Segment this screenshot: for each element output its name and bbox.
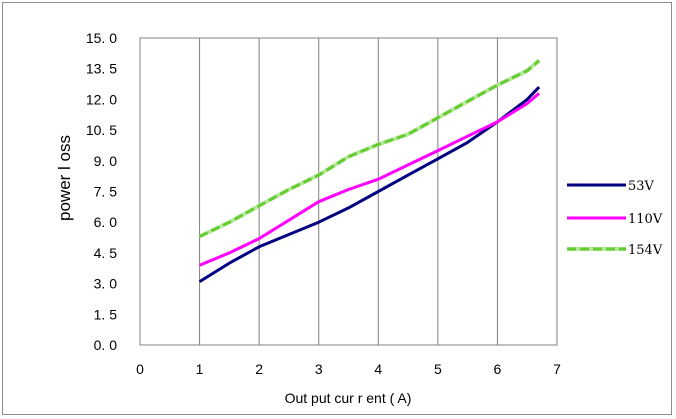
x-tick-label: 7	[553, 361, 561, 377]
x-tick-label: 2	[255, 361, 263, 377]
plot-area	[139, 37, 558, 346]
series-line-110V	[199, 92, 541, 267]
x-tick-label: 4	[374, 361, 382, 377]
plot-background	[139, 37, 558, 346]
x-tick-label: 5	[434, 361, 442, 377]
x-axis-tick-labels: 0 1 2 3 4 5 6 7	[136, 361, 561, 377]
y-tick-label: 9. 0	[94, 153, 118, 169]
series-line-154V	[198, 59, 541, 238]
x-tick-label: 3	[315, 361, 323, 377]
x-tick-label: 1	[196, 361, 204, 377]
y-tick-label: 1. 5	[94, 306, 118, 322]
legend-label-53V: 53V	[628, 179, 655, 194]
legend-label-154V: 154V	[628, 243, 663, 258]
y-tick-label: 4. 5	[94, 245, 118, 261]
x-tick-label: 0	[136, 361, 144, 377]
y-tick-label: 7. 5	[94, 184, 118, 200]
y-tick-label: 15. 0	[86, 30, 117, 46]
y-axis-title: power l oss	[55, 135, 74, 221]
y-axis-tick-labels: 0. 0 1. 5 3. 0 4. 5 6. 0 7. 5 9. 0 10. 5 12. 0 13…	[86, 30, 117, 353]
y-tick-label: 0. 0	[94, 337, 118, 353]
legend-label-110V: 110V	[628, 212, 663, 227]
y-tick-label: 12. 0	[86, 91, 117, 107]
y-tick-label: 10. 5	[86, 122, 117, 138]
y-tick-label: 3. 0	[94, 276, 118, 292]
x-tick-label: 6	[494, 361, 502, 377]
grid-lines	[199, 38, 498, 345]
y-tick-label: 13. 5	[86, 61, 117, 77]
x-axis-title: Out put cur r ent ( A)	[285, 390, 412, 406]
y-tick-label: 6. 0	[94, 214, 118, 230]
legend: 53V 110V 154V	[567, 179, 663, 258]
series-lines	[198, 58, 541, 283]
